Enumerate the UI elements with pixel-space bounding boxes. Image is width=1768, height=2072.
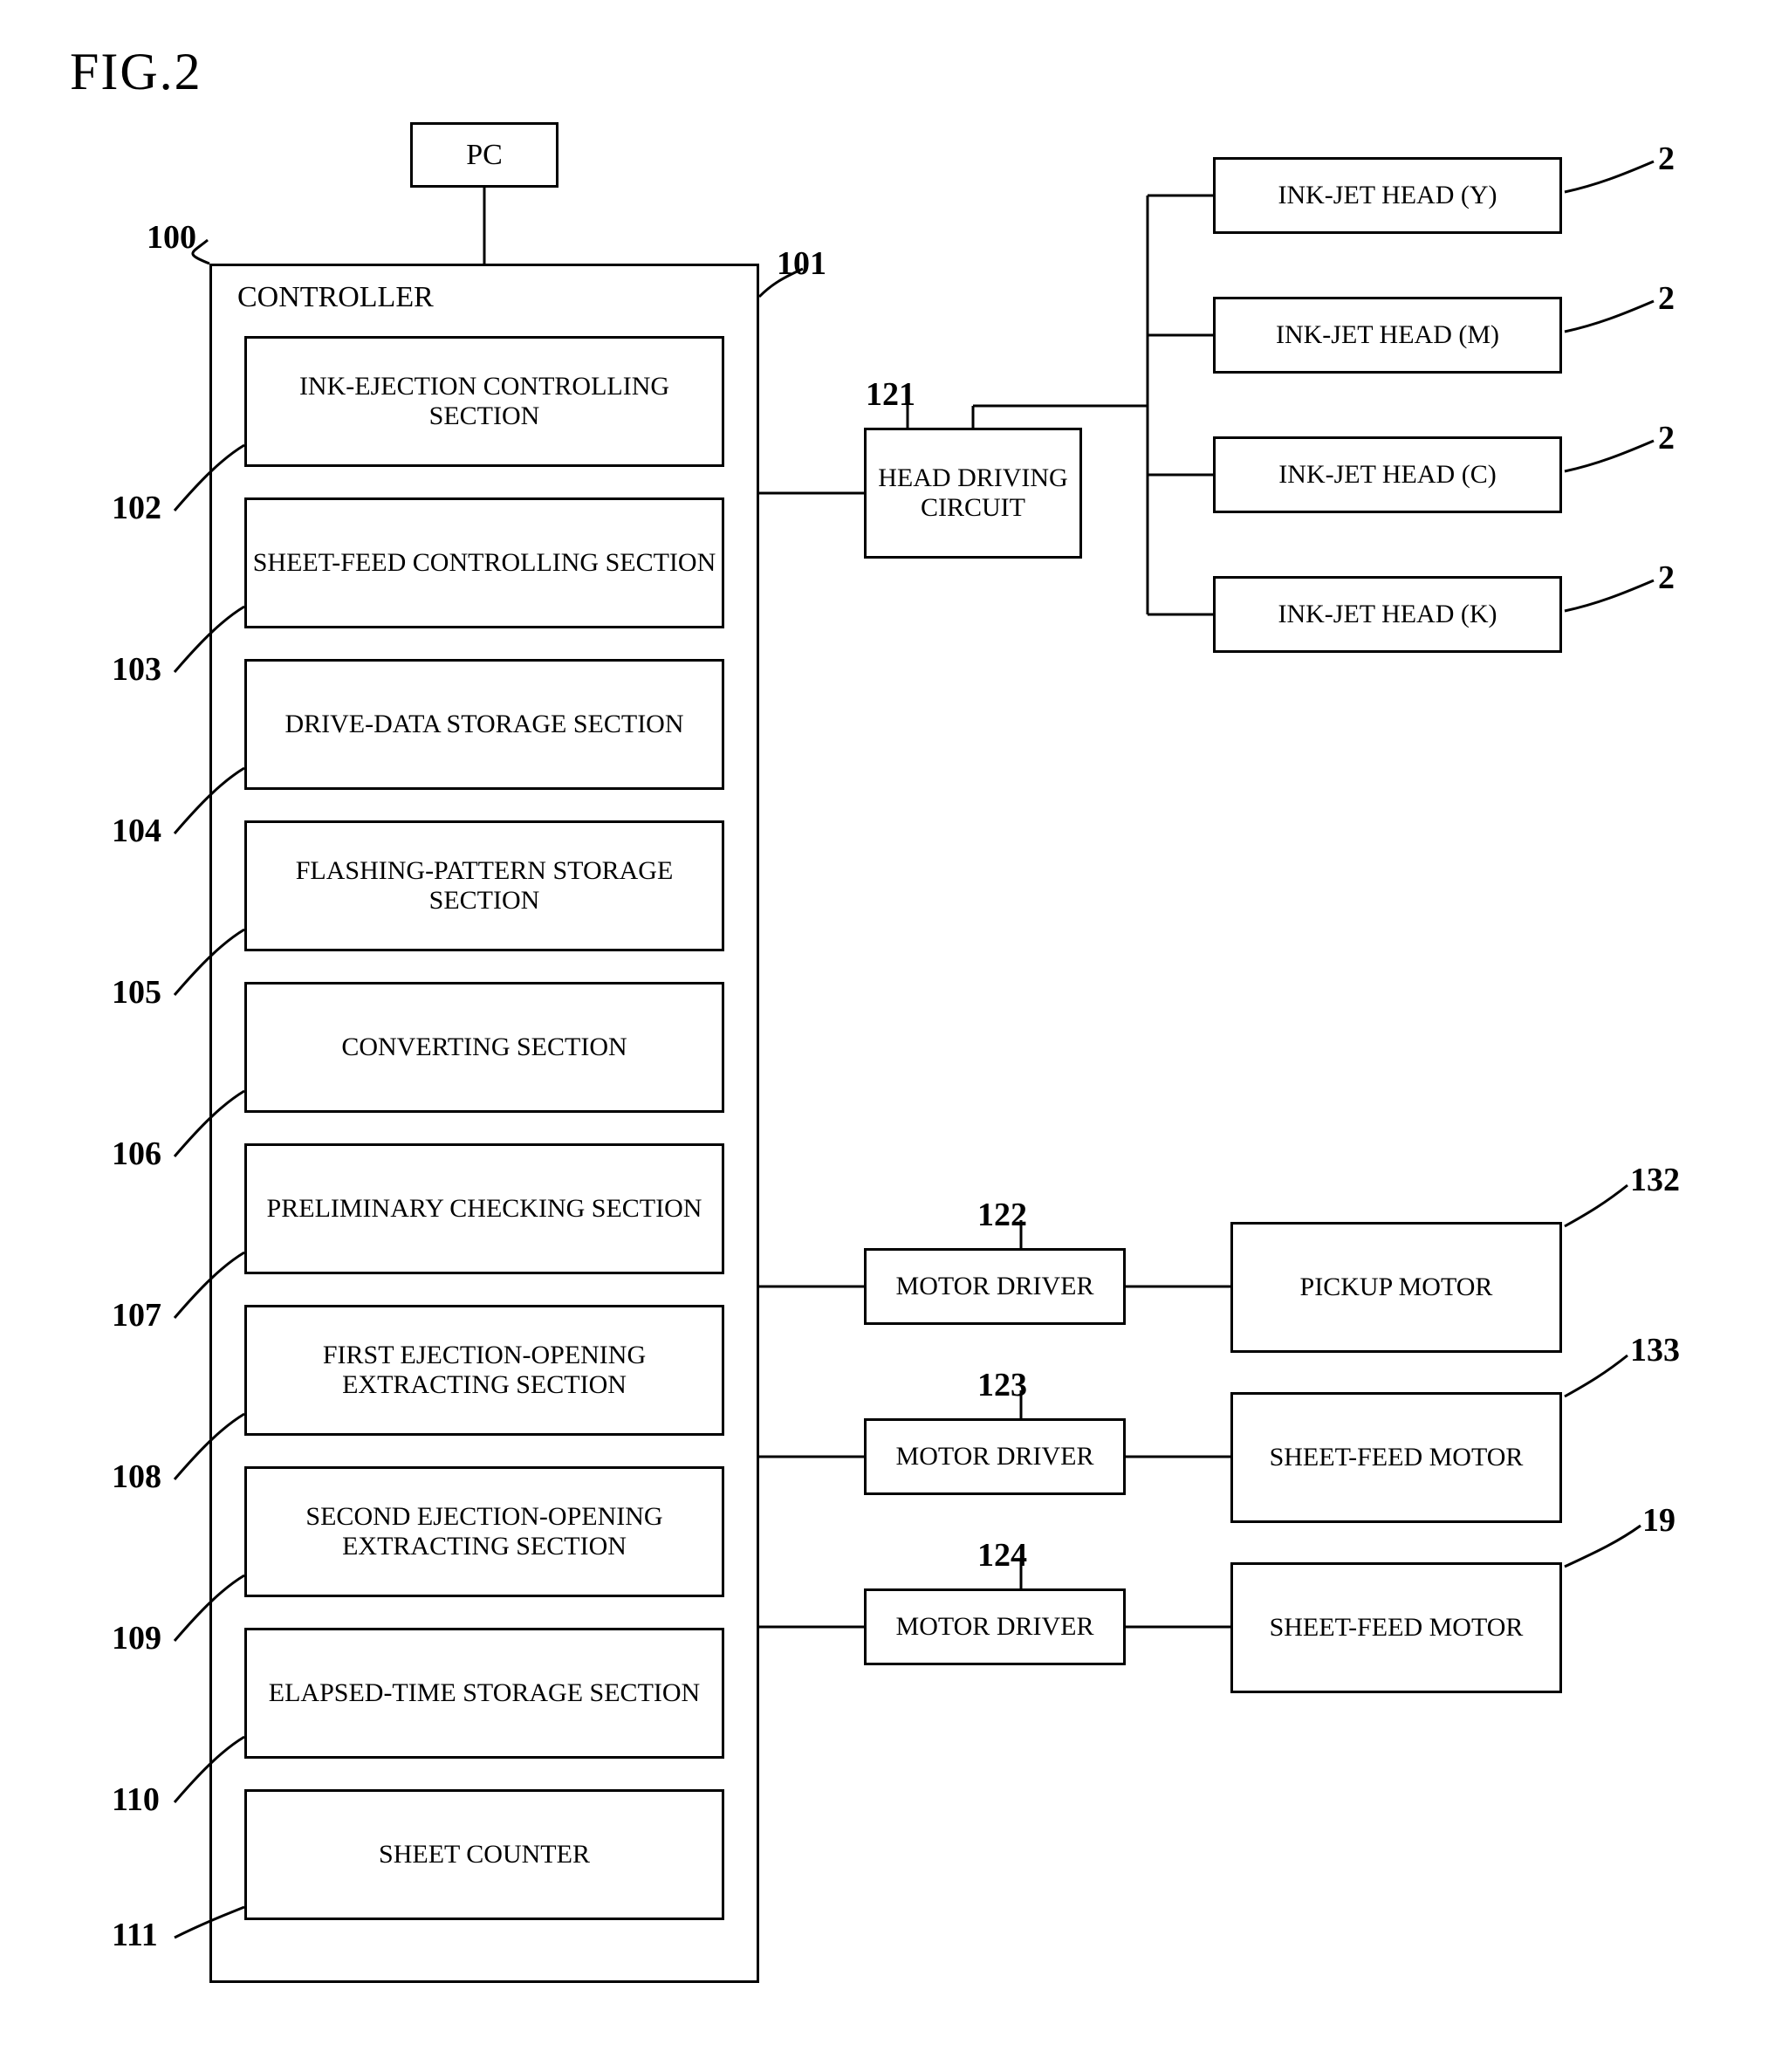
section-102: INK-EJECTION CONTROLLING SECTION (244, 336, 724, 467)
ref-head-c: 2 (1658, 419, 1675, 457)
ref-133: 133 (1630, 1331, 1680, 1369)
pickup-motor: PICKUP MOTOR (1230, 1222, 1562, 1353)
head-driving-circuit: HEAD DRIVING CIRCUIT (864, 428, 1082, 559)
section-102-text: INK-EJECTION CONTROLLING SECTION (250, 372, 718, 432)
ref-100: 100 (147, 218, 196, 257)
section-105: FLASHING-PATTERN STORAGE SECTION (244, 820, 724, 951)
sheetfeed-motor-1-text: SHEET-FEED MOTOR (1270, 1443, 1524, 1473)
section-103: SHEET-FEED CONTROLLING SECTION (244, 497, 724, 628)
sheetfeed-motor-2-text: SHEET-FEED MOTOR (1270, 1613, 1524, 1643)
motor-driver-122-text: MOTOR DRIVER (896, 1272, 1094, 1302)
ref-122: 122 (977, 1196, 1027, 1234)
pickup-motor-text: PICKUP MOTOR (1300, 1273, 1493, 1303)
head-c: INK-JET HEAD (C) (1213, 436, 1562, 513)
motor-driver-124: MOTOR DRIVER (864, 1588, 1126, 1665)
ref-head-m: 2 (1658, 279, 1675, 318)
head-y: INK-JET HEAD (Y) (1213, 157, 1562, 234)
section-103-text: SHEET-FEED CONTROLLING SECTION (253, 548, 716, 579)
section-106-text: CONVERTING SECTION (341, 1033, 627, 1063)
ref-124: 124 (977, 1536, 1027, 1575)
diagram-canvas: FIG.2 PC CONTROLLER 100 101 INK-EJECTION… (35, 35, 1710, 2025)
section-111: SHEET COUNTER (244, 1789, 724, 1920)
ref-123: 123 (977, 1366, 1027, 1404)
section-110-text: ELAPSED-TIME STORAGE SECTION (269, 1678, 700, 1709)
ref-104: 104 (112, 812, 161, 850)
section-106: CONVERTING SECTION (244, 982, 724, 1113)
ref-head-k: 2 (1658, 559, 1675, 597)
ref-110: 110 (112, 1780, 160, 1819)
section-107-text: PRELIMINARY CHECKING SECTION (267, 1194, 702, 1225)
head-c-text: INK-JET HEAD (C) (1278, 460, 1496, 491)
ref-102: 102 (112, 489, 161, 527)
section-109: SECOND EJECTION-OPENING EXTRACTING SECTI… (244, 1466, 724, 1597)
sheetfeed-motor-1: SHEET-FEED MOTOR (1230, 1392, 1562, 1523)
section-110: ELAPSED-TIME STORAGE SECTION (244, 1628, 724, 1759)
pc-block: PC (410, 122, 558, 188)
controller-title: CONTROLLER (237, 281, 434, 314)
ref-109: 109 (112, 1619, 161, 1657)
ref-105: 105 (112, 973, 161, 1012)
motor-driver-122: MOTOR DRIVER (864, 1248, 1126, 1325)
figure-title: FIG.2 (70, 42, 202, 102)
ref-108: 108 (112, 1458, 161, 1496)
head-driving-circuit-text: HEAD DRIVING CIRCUIT (870, 463, 1076, 524)
motor-driver-123: MOTOR DRIVER (864, 1418, 1126, 1495)
ref-19: 19 (1642, 1501, 1675, 1540)
ref-106: 106 (112, 1135, 161, 1173)
ref-head-y: 2 (1658, 140, 1675, 178)
ref-107: 107 (112, 1296, 161, 1334)
section-109-text: SECOND EJECTION-OPENING EXTRACTING SECTI… (250, 1502, 718, 1562)
head-m-text: INK-JET HEAD (M) (1276, 320, 1499, 351)
section-108: FIRST EJECTION-OPENING EXTRACTING SECTIO… (244, 1305, 724, 1436)
motor-driver-123-text: MOTOR DRIVER (896, 1442, 1094, 1472)
motor-driver-124-text: MOTOR DRIVER (896, 1612, 1094, 1643)
sheetfeed-motor-2: SHEET-FEED MOTOR (1230, 1562, 1562, 1693)
head-k: INK-JET HEAD (K) (1213, 576, 1562, 653)
head-k-text: INK-JET HEAD (K) (1278, 600, 1497, 630)
section-111-text: SHEET COUNTER (379, 1840, 590, 1870)
section-107: PRELIMINARY CHECKING SECTION (244, 1143, 724, 1274)
head-y-text: INK-JET HEAD (Y) (1278, 181, 1497, 211)
section-105-text: FLASHING-PATTERN STORAGE SECTION (250, 856, 718, 916)
ref-121: 121 (866, 375, 915, 414)
ref-111: 111 (112, 1916, 158, 1954)
section-104-text: DRIVE-DATA STORAGE SECTION (284, 710, 683, 740)
section-108-text: FIRST EJECTION-OPENING EXTRACTING SECTIO… (250, 1341, 718, 1401)
pc-label: PC (466, 138, 503, 172)
ref-101: 101 (777, 244, 826, 283)
head-m: INK-JET HEAD (M) (1213, 297, 1562, 374)
section-104: DRIVE-DATA STORAGE SECTION (244, 659, 724, 790)
ref-132: 132 (1630, 1161, 1680, 1199)
ref-103: 103 (112, 650, 161, 689)
